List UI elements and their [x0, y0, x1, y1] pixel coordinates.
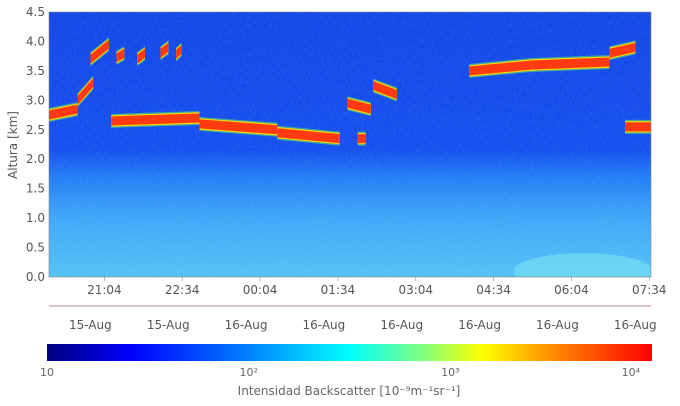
y-tick-label: 3.0 — [26, 93, 45, 107]
cloud-layer — [357, 131, 366, 146]
cloud-layer — [176, 42, 182, 62]
cloud-layer — [111, 111, 200, 128]
cloud-layer — [609, 40, 636, 61]
y-tick-label: 1.5 — [26, 182, 45, 196]
ground-aerosol — [513, 253, 651, 277]
y-tick-label: 0.0 — [26, 270, 45, 284]
x-tick-time: 00:04 — [243, 283, 278, 297]
y-tick-label: 2.0 — [26, 152, 45, 166]
cloud-layer — [77, 75, 94, 108]
cloud-layer — [277, 125, 340, 146]
colorbar-tick-label: 10 — [40, 366, 54, 379]
colorbar-title: Intensidad Backscatter [10⁻⁹m⁻¹sr⁻¹] — [238, 384, 461, 398]
y-tick-label: 2.5 — [26, 123, 45, 137]
cloud-layer — [531, 55, 610, 72]
x-tick-time: 01:34 — [321, 283, 356, 297]
x-tick-date: 16-Aug — [536, 318, 579, 332]
x-tick-date: 15-Aug — [147, 318, 190, 332]
cloud-layer — [90, 37, 109, 67]
x-tick-time: 22:34 — [165, 283, 200, 297]
x-axis: 21:04 15-Aug 22:34 15-Aug 00:04 16-Aug 01:34 16… — [69, 277, 667, 332]
colorbar-tick-label: 10³ — [441, 366, 459, 379]
y-tick-label: 4.0 — [26, 34, 45, 48]
cloud-layer — [116, 46, 125, 65]
y-tick-label: 1.0 — [26, 211, 45, 225]
plot-noise — [49, 12, 651, 277]
y-tick-label: 3.5 — [26, 64, 45, 78]
cloud-layer — [373, 78, 397, 102]
x-tick-date: 16-Aug — [614, 318, 657, 332]
cloud-layer — [469, 58, 532, 78]
cloud-layer — [137, 46, 146, 67]
x-tick-time: 04:34 — [476, 283, 511, 297]
colorbar-gradient — [47, 344, 652, 361]
colorbar: 10 10² 10³ 10⁴ Intensidad Backscatter [10⁻⁹… — [40, 344, 652, 398]
x-tick-date: 16-Aug — [380, 318, 423, 332]
x-tick-time: 21:04 — [87, 283, 122, 297]
x-tick-time: 07:34 — [632, 283, 667, 297]
cloud-layer — [49, 102, 78, 123]
x-tick-date: 16-Aug — [225, 318, 268, 332]
cloud-layer — [160, 40, 169, 61]
x-tick-date: 16-Aug — [303, 318, 346, 332]
x-tick-time: 03:04 — [398, 283, 433, 297]
cloud-layer — [199, 116, 278, 137]
cloud-layers — [49, 37, 651, 277]
colorbar-ticks: 10 10² 10³ 10⁴ — [40, 366, 641, 379]
colorbar-tick-label: 10⁴ — [622, 366, 641, 379]
colorbar-tick-label: 10² — [239, 366, 257, 379]
y-tick-label: 4.5 — [26, 5, 45, 19]
y-tick-label: 0.5 — [26, 241, 45, 255]
cloud-layer — [625, 119, 651, 134]
x-tick-date: 16-Aug — [458, 318, 501, 332]
cloud-layer — [347, 96, 371, 117]
y-axis-label: Altura [km] — [6, 111, 20, 179]
plot-area — [48, 11, 652, 278]
y-axis: 0.0 0.5 1.0 1.5 2.0 2.5 3.0 3.5 4.0 4.5 — [26, 5, 45, 284]
x-tick-time: 06:04 — [554, 283, 589, 297]
x-tick-date: 15-Aug — [69, 318, 112, 332]
